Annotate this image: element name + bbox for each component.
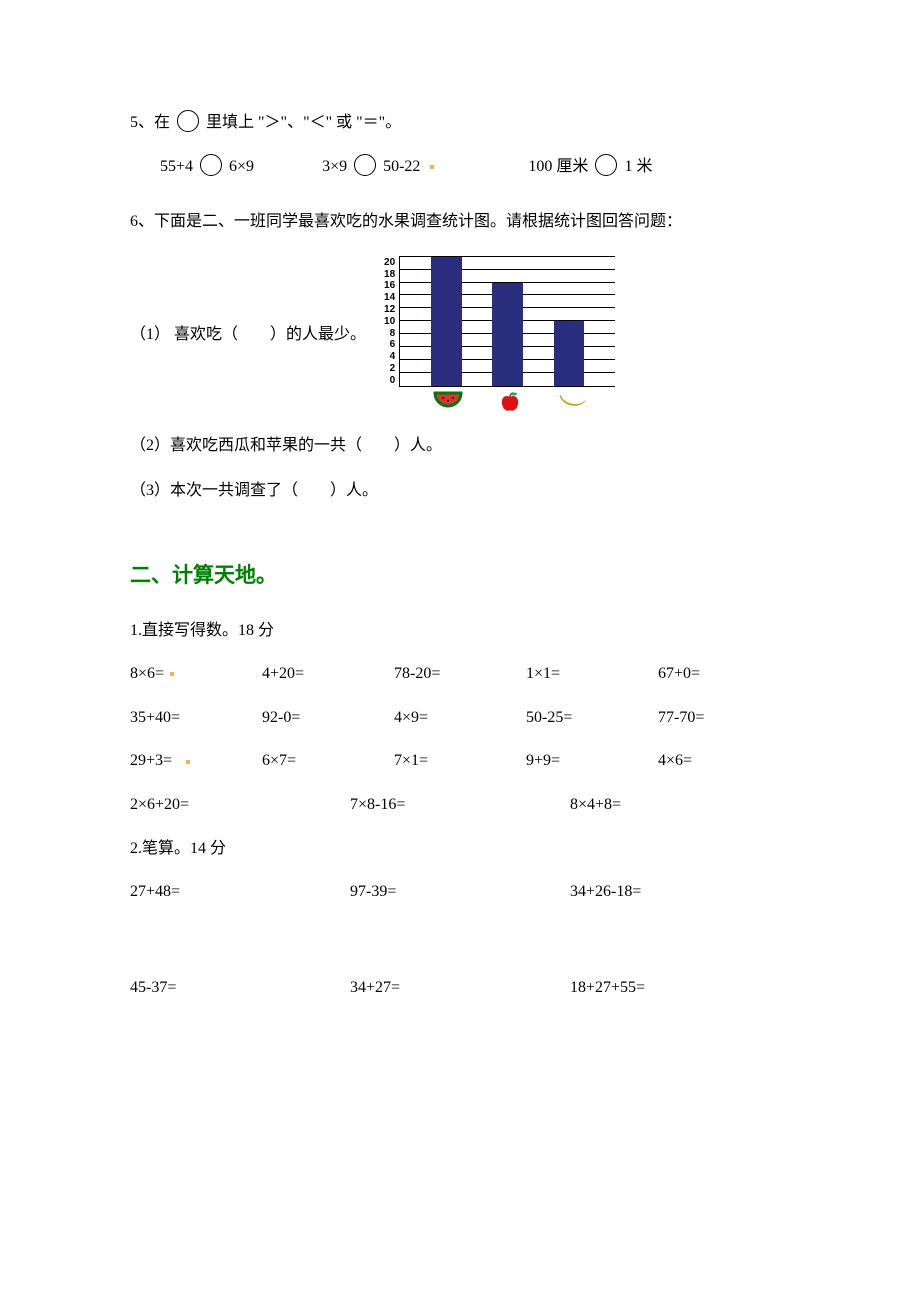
calc-cell: 29+3= — [130, 748, 262, 774]
chart-bar — [554, 321, 585, 386]
calc-cell: 92-0= — [262, 705, 394, 731]
fruit-chart: 20181614121086420 — [376, 257, 618, 413]
q5-item2-left: 3×9 — [322, 158, 347, 175]
page: 5、在 里填上 "＞"、"＜" 或 "＝"。 55+4 6×9 3×9 50-2… — [0, 0, 920, 1100]
calc-expr: 29+3= — [130, 752, 172, 769]
calc-cell: 9+9= — [526, 748, 658, 774]
calc-cell: 2×6+20= — [130, 792, 350, 818]
calc-cell: 4×6= — [658, 748, 790, 774]
q5-item-3: 100 厘米 1 米 — [528, 154, 652, 180]
calc-cell: 67+0= — [658, 661, 790, 687]
calc-cell: 6×7= — [262, 748, 394, 774]
circle-blank-icon — [200, 154, 222, 176]
calc-row-1: 8×6= 4+20= 78-20= 1×1= 67+0= — [130, 661, 790, 687]
calc-cell: 1×1= — [526, 661, 658, 687]
q5-items: 55+4 6×9 3×9 50-22 100 厘米 1 米 — [130, 154, 790, 180]
q5-item3-left: 100 厘米 — [528, 158, 588, 175]
calc-expr: 78-20= — [394, 665, 440, 682]
dot-marker-icon — [186, 760, 190, 764]
calc-cell: 8×4+8= — [570, 792, 790, 818]
chart-x-icons — [402, 391, 618, 413]
q5-item1-right: 6×9 — [229, 158, 254, 175]
q5-item3-right: 1 米 — [624, 158, 652, 175]
calc-intro: 1.直接写得数。18 分 — [130, 618, 790, 644]
calc-row-3: 29+3= 6×7= 7×1= 9+9= 4×6= — [130, 748, 790, 774]
q5-prompt-pre: 5、在 — [130, 114, 170, 131]
calc-cell: 50-25= — [526, 705, 658, 731]
q5-prompt-post: 里填上 "＞"、"＜" 或 "＝"。 — [206, 114, 401, 131]
written-cell: 27+48= — [130, 879, 350, 905]
chart-area: 20181614121086420 — [384, 257, 615, 387]
banana-icon — [557, 391, 587, 409]
circle-blank-icon — [354, 154, 376, 176]
q6-sub1: （1） 喜欢吃（ ）的人最少。 — [130, 322, 376, 348]
written-cell: 34+26-18= — [570, 879, 790, 905]
calc-cell: 78-20= — [394, 661, 526, 687]
written-intro: 2.笔算。14 分 — [130, 836, 790, 862]
q5-item2-right: 50-22 — [383, 158, 420, 175]
circle-blank-icon — [595, 154, 617, 176]
q5-item-1: 55+4 6×9 — [160, 154, 254, 180]
q6-sub3: （3）本次一共调查了（ ）人。 — [130, 478, 790, 504]
q6-intro: 6、下面是二、一班同学最喜欢吃的水果调查统计图。请根据统计图回答问题： — [130, 209, 790, 235]
q6-row-chart: （1） 喜欢吃（ ）的人最少。 20181614121086420 — [130, 257, 790, 413]
calc-cell: 8×6= — [130, 661, 262, 687]
calc-cell: 7×8-16= — [350, 792, 570, 818]
calc-cell: 35+40= — [130, 705, 262, 731]
chart-bar — [431, 257, 462, 386]
q5-item-2: 3×9 50-22 — [322, 154, 440, 180]
section-2-title: 二、计算天地。 — [130, 559, 790, 593]
written-row-2: 45-37= 34+27= 18+27+55= — [130, 975, 790, 1001]
q5-prompt: 5、在 里填上 "＞"、"＜" 或 "＝"。 — [130, 110, 790, 136]
dot-marker-icon — [430, 165, 434, 169]
calc-cell: 4+20= — [262, 661, 394, 687]
q5-item1-left: 55+4 — [160, 158, 193, 175]
apple-icon — [499, 391, 521, 413]
calc-row-2: 35+40= 92-0= 4×9= 50-25= 77-70= — [130, 705, 790, 731]
written-cell: 18+27+55= — [570, 975, 790, 1001]
dot-marker-icon — [170, 672, 174, 676]
q6-sub2: （2）喜欢吃西瓜和苹果的一共（ ）人。 — [130, 433, 790, 459]
calc-cell: 4×9= — [394, 705, 526, 731]
calc-row-4: 2×6+20= 7×8-16= 8×4+8= — [130, 792, 790, 818]
calc-cell: 77-70= — [658, 705, 790, 731]
calc-cell: 7×1= — [394, 748, 526, 774]
circle-blank-icon — [177, 110, 199, 132]
written-cell: 97-39= — [350, 879, 570, 905]
chart-bar — [492, 283, 523, 386]
written-cell: 45-37= — [130, 975, 350, 1001]
chart-y-axis: 20181614121086420 — [384, 257, 395, 387]
written-row-1: 27+48= 97-39= 34+26-18= — [130, 879, 790, 905]
chart-plot — [399, 257, 615, 387]
watermelon-icon — [433, 391, 463, 411]
calc-expr: 8×6= — [130, 665, 164, 682]
written-cell: 34+27= — [350, 975, 570, 1001]
